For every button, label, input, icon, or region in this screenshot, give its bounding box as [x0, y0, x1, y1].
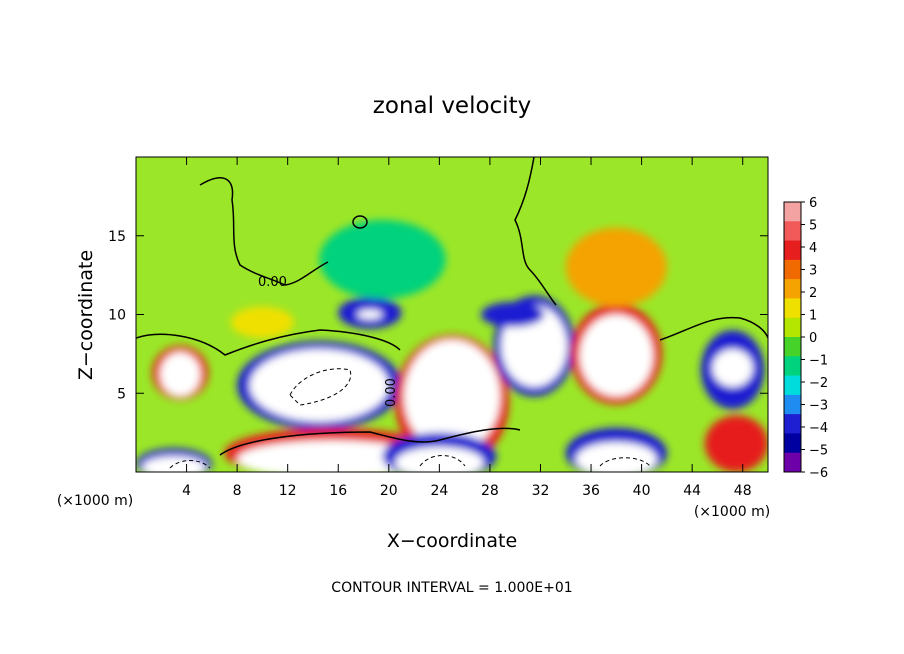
field-blob-25 — [319, 220, 446, 299]
colorbar-swatch — [784, 337, 801, 357]
x-tick-label: 32 — [532, 483, 550, 499]
colorbar-swatch — [784, 356, 801, 377]
colorbar-tick-label: 3 — [809, 264, 817, 279]
chart-title: zonal velocity — [373, 93, 531, 119]
colorbar-swatch — [784, 375, 801, 396]
field-blob-19 — [575, 442, 657, 472]
x-tick-label: 8 — [233, 483, 242, 499]
colorbar-swatch — [784, 240, 801, 261]
x-tick-label: 24 — [430, 483, 448, 499]
contour-interval-note: CONTOUR INTERVAL = 1.000E+01 — [331, 580, 572, 596]
zero-contour-right — [659, 316, 768, 341]
x-tick-label: 36 — [582, 483, 600, 499]
colorbar-tick-label: −4 — [809, 421, 828, 436]
y-tick-label: 5 — [117, 386, 126, 402]
field-blob-17 — [395, 446, 484, 472]
y-axis-label: Z−coordinate — [75, 250, 97, 380]
colorbar-tick-label: 5 — [809, 219, 817, 234]
field-blob-22 — [357, 309, 383, 320]
colorbar-swatch — [784, 433, 801, 454]
colorbar-tick-label: −3 — [809, 399, 828, 414]
x-tick-label: 48 — [734, 483, 752, 499]
colorbar-tick-label: −5 — [809, 444, 828, 459]
colorbar-tick-label: −1 — [809, 354, 828, 369]
contour-label: 0.00 — [258, 275, 287, 290]
colorbar-swatch — [784, 298, 801, 319]
x-tick-label: 12 — [279, 483, 297, 499]
colorbar-swatch — [784, 202, 801, 222]
zero-contour-upper-left — [199, 177, 329, 286]
x-unit-label-right: (×1000 m) — [694, 504, 770, 520]
field-blob-3 — [249, 349, 389, 422]
zero-contour-upper-mid — [514, 157, 557, 306]
x-tick-label: 44 — [683, 483, 701, 499]
colorbar: 6 5 4 3 2 1 0 −1 −2 −3 −4 −5 −6 — [783, 196, 828, 481]
zero-contour-lower-left — [136, 329, 401, 356]
dashed-contour-bottom-right — [599, 457, 651, 467]
field-blob-13 — [237, 440, 427, 472]
colorbar-tick-label: 4 — [809, 241, 817, 256]
contour-label-2: 0.00 — [384, 378, 399, 407]
field-blob-1 — [160, 352, 201, 397]
y-tick-label: 15 — [108, 229, 126, 245]
field-blob-24 — [565, 227, 667, 307]
field-blob-15 — [142, 456, 206, 472]
field-blob-26 — [230, 306, 294, 339]
x-tick-label: 20 — [380, 483, 398, 499]
field-blob-5 — [403, 339, 501, 454]
zero-contours — [136, 157, 768, 456]
colorbar-swatch — [784, 279, 801, 299]
field-blob-23 — [481, 301, 545, 328]
x-unit-label-left: (×1000 m) — [57, 493, 133, 509]
zero-contour-lower-band — [219, 427, 521, 456]
colorbar-tick-label: 2 — [809, 286, 817, 301]
colorbar-tick-label: −6 — [809, 466, 828, 481]
colorbar-tick-label: −2 — [809, 376, 828, 391]
colorbar-swatch — [784, 452, 801, 473]
field-blobs — [136, 220, 768, 472]
x-tick-label: 28 — [481, 483, 499, 499]
field-area: 0.00 0.00 — [136, 157, 768, 472]
colorbar-swatch — [784, 394, 801, 415]
x-tick-label: 40 — [633, 483, 651, 499]
field-blob-9 — [579, 314, 653, 397]
x-axis: 4 8 12 16 20 24 28 32 36 40 44 48 — [182, 157, 752, 499]
field-blob-11 — [712, 349, 753, 387]
colorbar-swatch — [784, 317, 801, 338]
colorbar-tick-label: 6 — [809, 196, 817, 211]
x-axis-label: X−coordinate — [387, 530, 517, 552]
dashed-contour-bottom-left — [169, 460, 211, 469]
x-tick-label: 16 — [329, 483, 347, 499]
colorbar-swatch — [784, 259, 801, 280]
x-tick-label: 4 — [182, 483, 191, 499]
field-blob-20 — [704, 415, 768, 472]
zero-contour-loop — [352, 215, 368, 229]
colorbar-swatch — [784, 221, 801, 242]
colorbar-tick-label: 0 — [809, 331, 817, 346]
colorbar-swatch — [784, 414, 801, 434]
dashed-contour-left-cell — [289, 368, 352, 406]
y-axis: 5 10 15 — [108, 229, 768, 402]
y-tick-label: 10 — [108, 308, 126, 324]
negative-contours — [169, 368, 651, 469]
colorbar-tick-label: 1 — [809, 309, 817, 324]
